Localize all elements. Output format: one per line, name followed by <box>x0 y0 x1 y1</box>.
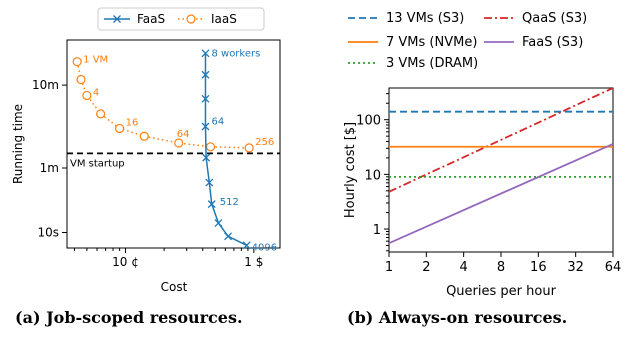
legend-iaas-label: IaaS <box>211 12 237 26</box>
legend-faas-label: FaaS <box>137 12 165 26</box>
faas-point-label: 64 <box>211 116 224 127</box>
iaas-point <box>174 138 184 148</box>
iaas-point-label: 16 <box>126 117 139 128</box>
legend-a: FaaS IaaS <box>97 7 265 31</box>
iaas-point-label: 256 <box>255 137 274 148</box>
x-tick-label: 4 <box>460 260 468 275</box>
iaas-point <box>76 74 86 85</box>
iaas-point <box>205 142 216 152</box>
faas-point <box>205 178 214 187</box>
faas-point <box>224 232 233 241</box>
faas-point <box>201 94 210 103</box>
series-line-qaas-s3- <box>389 88 613 193</box>
faas-series-line <box>204 53 248 247</box>
caption-b: (b) Always-on resources. <box>347 308 568 327</box>
x-tick-label: 1 $ <box>244 255 263 269</box>
iaas-series-line <box>76 61 250 149</box>
vm-startup-label: VM startup <box>70 158 125 169</box>
iaas-point-label: 4 <box>93 87 99 98</box>
chart-a-job-scoped: 10 ¢ 1 $ 10s 1m 10m Cost Running time VM startu… <box>11 7 281 294</box>
y-axis-label: Running time <box>11 104 25 184</box>
iaas-point <box>96 109 106 119</box>
plot-frame <box>66 39 281 249</box>
faas-point <box>207 200 216 209</box>
faas-point <box>242 241 251 250</box>
legend-label: 13 VMs (S3) <box>386 11 464 26</box>
series-line-faas-s3- <box>389 143 613 245</box>
x-axis-label: Queries per hour <box>446 284 556 299</box>
faas-point <box>214 219 223 228</box>
x-tick-label: 8 <box>497 260 505 275</box>
legend-iaas-marker <box>186 14 196 24</box>
caption-a: (a) Job-scoped resources. <box>15 308 243 327</box>
faas-point <box>202 153 211 162</box>
legend-label: FaaS (S3) <box>522 35 583 50</box>
iaas-point-label: 64 <box>177 129 190 140</box>
y-tick-label: 1m <box>40 161 59 175</box>
faas-point-label: 4096 <box>252 242 277 253</box>
legend-label: 7 VMs (NVMe) <box>386 35 477 50</box>
faas-point-label: 8 workers <box>211 48 260 59</box>
legend-label: QaaS (S3) <box>522 11 587 26</box>
y-tick-label: 10s <box>37 225 59 239</box>
legend-b: 13 VMs (S3) QaaS (S3) 7 VMs (NVMe) FaaS (S3… <box>348 11 587 71</box>
x-tick-label: 1 <box>385 260 393 275</box>
legend-label: 3 VMs (DRAM) <box>386 56 478 71</box>
x-tick-label: 10 ¢ <box>112 255 139 269</box>
x-tick-label: 64 <box>605 260 622 275</box>
y-tick-label: 10m <box>32 78 59 92</box>
iaas-point <box>115 123 125 134</box>
faas-point <box>201 70 210 79</box>
x-tick-label: 32 <box>567 260 584 275</box>
x-tick-label: 2 <box>422 260 430 275</box>
y-tick-label: 1 <box>373 223 381 238</box>
x-axis-label: Cost <box>161 280 188 294</box>
legend-box <box>97 7 265 31</box>
y-axis-label: Hourly cost [$] <box>343 122 358 218</box>
iaas-point <box>139 131 149 141</box>
faas-point <box>201 122 210 131</box>
legend-faas-marker <box>113 15 121 23</box>
faas-point <box>201 49 210 58</box>
iaas-point <box>72 57 82 67</box>
iaas-point-label: 1 VM <box>83 55 108 66</box>
y-tick-label: 10 <box>364 168 381 183</box>
chart-b-always-on: 1 2 4 8 16 32 64 1 10 100 Queries per hour Hourly c… <box>343 11 621 299</box>
iaas-point <box>244 143 254 153</box>
faas-point-label: 512 <box>220 197 239 208</box>
x-tick-label: 16 <box>530 260 547 275</box>
iaas-point <box>82 90 92 101</box>
y-tick-label: 100 <box>356 114 381 129</box>
